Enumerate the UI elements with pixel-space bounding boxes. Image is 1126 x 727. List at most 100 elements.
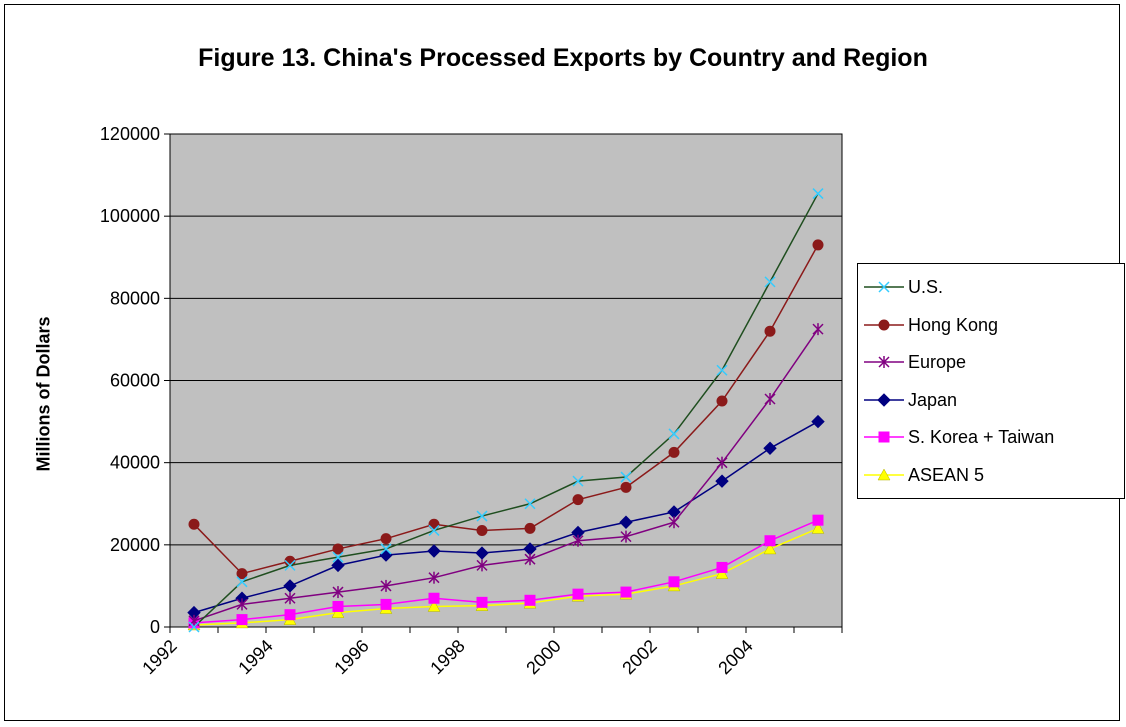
data-point-u-s <box>524 498 536 510</box>
data-point-europe <box>716 456 728 469</box>
data-point-s-korea-taiwan <box>284 609 296 621</box>
data-point-hong-kong <box>620 481 632 493</box>
data-point-asean-5 <box>715 567 729 579</box>
data-point-asean-5 <box>427 599 441 612</box>
data-point-u-s <box>572 475 584 487</box>
data-point-hong-kong <box>764 325 776 337</box>
data-point-s-korea-taiwan <box>716 561 728 573</box>
series-s-korea-taiwan <box>188 514 824 629</box>
data-point-u-s <box>764 276 776 288</box>
series-europe <box>188 323 824 627</box>
gridlines <box>170 215 842 546</box>
legend-label: Japan <box>908 389 958 410</box>
legend-marker <box>878 356 890 368</box>
data-point-s-korea-taiwan <box>476 596 488 608</box>
series-line-asean-5 <box>193 527 819 626</box>
data-point-u-s <box>620 471 632 483</box>
data-point-asean-5 <box>331 606 345 618</box>
y-tick-label: 100000 <box>100 206 160 226</box>
data-point-u-s <box>332 551 344 563</box>
series-line-s-korea-taiwan <box>193 519 819 624</box>
data-point-hong-kong <box>668 446 680 458</box>
data-point-japan <box>475 546 489 560</box>
y-tick-label: 120000 <box>100 124 160 144</box>
legend-item-asean-5: ASEAN 5 <box>858 462 1124 488</box>
data-point-japan <box>331 558 345 573</box>
data-point-hong-kong <box>428 518 440 530</box>
legend-marker <box>877 467 891 480</box>
data-point-asean-5 <box>763 542 777 555</box>
y-tick-label: 40000 <box>110 453 160 473</box>
legend-item-europe: Europe <box>858 349 1124 375</box>
y-tick-label: 80000 <box>110 288 160 308</box>
data-point-europe <box>524 553 536 566</box>
data-point-s-korea-taiwan <box>380 598 392 610</box>
legend-label: Europe <box>908 352 967 372</box>
series-layer <box>187 188 825 633</box>
series-line-europe <box>193 328 819 622</box>
data-point-europe <box>812 323 824 336</box>
legend-swatch <box>864 281 904 293</box>
data-point-japan <box>283 579 297 593</box>
data-point-europe <box>236 598 248 611</box>
axes: 0 20000 40000 60000 80000 100000 120000 1992 199… <box>100 124 843 678</box>
legend-label: S. Korea + Taiwan <box>908 427 1055 447</box>
data-point-japan <box>427 544 441 558</box>
data-point-europe <box>380 579 392 592</box>
data-point-s-korea-taiwan <box>764 535 776 547</box>
data-point-u-s <box>812 188 824 200</box>
data-point-s-korea-taiwan <box>332 600 344 612</box>
data-point-japan <box>715 474 729 488</box>
data-point-hong-kong <box>188 518 200 530</box>
data-point-hong-kong <box>380 533 392 545</box>
legend-swatch <box>864 319 904 330</box>
legend-item-japan: Japan <box>858 387 1124 413</box>
x-tick-label: 2000 <box>522 636 564 678</box>
legend-marker <box>878 281 890 293</box>
y-tick-label: 20000 <box>110 535 160 555</box>
series-line-hong-kong <box>193 244 819 575</box>
data-point-u-s <box>380 543 392 555</box>
legend-marker <box>878 319 890 330</box>
x-tick-label: 1994 <box>234 636 276 678</box>
y-tick-label: 60000 <box>110 371 160 391</box>
data-point-s-korea-taiwan <box>572 588 584 600</box>
data-point-japan <box>763 441 777 455</box>
x-tick-label: 2004 <box>714 636 756 678</box>
data-point-hong-kong <box>716 395 728 407</box>
data-point-hong-kong <box>236 568 248 580</box>
y-tick-label: 0 <box>150 617 160 637</box>
legend-label: U.S. <box>908 277 944 297</box>
data-point-europe <box>764 392 776 405</box>
data-point-s-korea-taiwan <box>524 594 536 606</box>
data-point-u-s <box>716 364 728 376</box>
data-point-europe <box>428 571 440 584</box>
legend-marker <box>877 392 891 407</box>
data-point-u-s <box>236 576 248 588</box>
data-point-s-korea-taiwan <box>668 576 680 588</box>
data-point-hong-kong <box>524 522 536 534</box>
legend-swatch <box>864 431 904 443</box>
legend-marker <box>878 431 890 443</box>
data-point-u-s <box>428 524 440 536</box>
x-tick-label: 1996 <box>330 636 372 678</box>
legend: U.S. Hong Kong Europe Japan S. Korea + Taiwa… <box>857 263 1125 499</box>
data-point-s-korea-taiwan <box>620 586 632 598</box>
legend-item-s-korea-taiwan: S. Korea + Taiwan <box>858 424 1124 450</box>
legend-swatch <box>864 392 904 407</box>
data-point-u-s <box>284 559 296 571</box>
data-point-hong-kong <box>572 494 584 506</box>
data-point-hong-kong <box>812 239 824 251</box>
series-line-u-s <box>193 193 819 628</box>
legend-label: ASEAN 5 <box>908 464 985 485</box>
x-tick-label: 2002 <box>618 636 660 678</box>
legend-item-hong-kong: Hong Kong <box>858 312 1124 338</box>
data-point-japan <box>619 515 633 529</box>
data-point-europe <box>620 530 632 543</box>
data-point-europe <box>668 516 680 529</box>
data-point-hong-kong <box>476 524 488 536</box>
data-point-europe <box>284 592 296 605</box>
data-point-europe <box>476 559 488 572</box>
data-point-u-s <box>668 428 680 440</box>
